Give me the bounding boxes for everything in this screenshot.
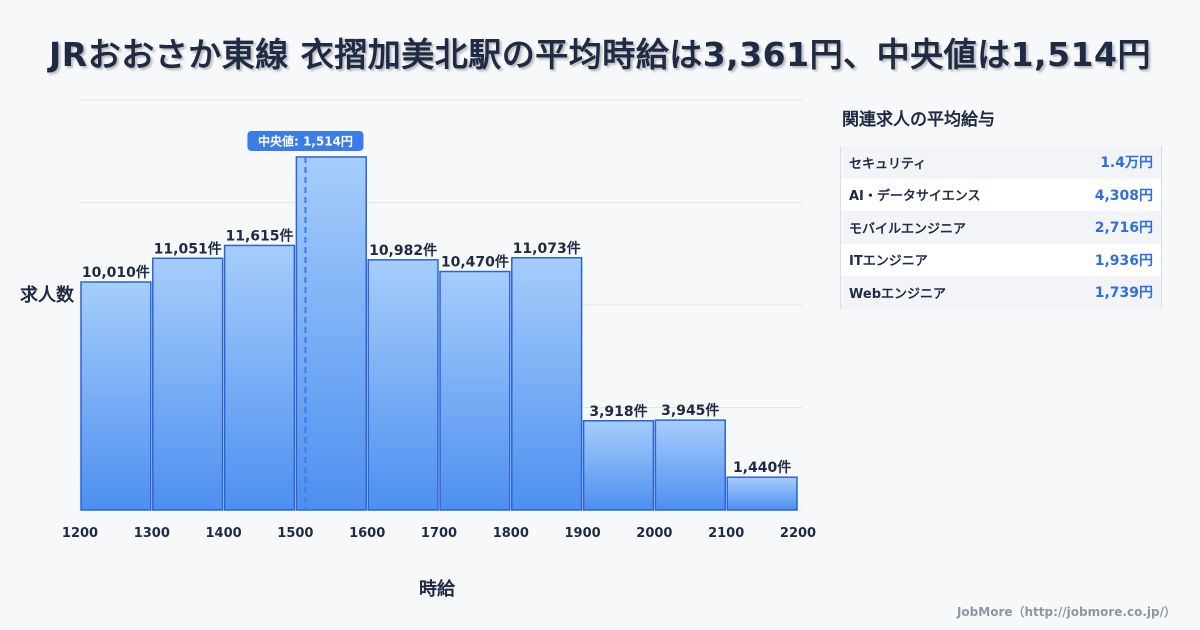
histogram-bar — [582, 420, 655, 511]
median-badge — [247, 130, 364, 151]
histogram-bar — [511, 257, 583, 511]
related-job-name: モバイルエンジニア — [849, 221, 967, 237]
bar-value-label: 10,010件 — [82, 264, 150, 281]
bar-value-label: 11,051件 — [154, 240, 222, 257]
related-job-salary: 1,739円 — [1094, 285, 1153, 302]
related-job-salary: 1,936円 — [1094, 252, 1153, 269]
related-jobs-table: セキュリティ 1.4万円 AI・データサイエンス 4,308円 モバイルエンジニ… — [840, 146, 1162, 309]
x-tick-label: 1900 — [565, 526, 601, 541]
bar-value-label: 3,918件 — [589, 403, 647, 420]
x-tick-label: 1800 — [493, 526, 529, 541]
x-tick-label: 1400 — [206, 526, 242, 541]
related-job-name: ITエンジニア — [849, 254, 928, 270]
footer-credit: JobMore（http://jobmore.co.jp/） — [956, 605, 1176, 619]
x-tick-label: 2200 — [780, 526, 816, 541]
bar-value-label: 11,073件 — [513, 240, 581, 257]
y-axis-label: 求人数 — [20, 285, 74, 306]
related-job-salary: 1.4万円 — [1100, 155, 1153, 172]
histogram-bar — [367, 259, 439, 511]
related-job-row: セキュリティ 1.4万円 — [841, 146, 1161, 179]
related-job-row: Webエンジニア 1,739円 — [841, 276, 1161, 309]
bar-value-label: 10,470件 — [441, 254, 509, 271]
related-job-name: セキュリティ — [849, 156, 927, 172]
histogram-bar — [439, 270, 511, 511]
x-tick-label: 1200 — [62, 526, 98, 541]
related-job-salary: 4,308円 — [1094, 187, 1153, 204]
related-job-salary: 2,716円 — [1094, 220, 1153, 237]
bar-value-label: 11,615件 — [225, 227, 293, 244]
histogram-bar — [295, 156, 367, 511]
bar-value-label: 10,982件 — [369, 242, 437, 259]
histogram-bar — [654, 419, 726, 511]
page-title: JRおおさか東線 衣摺加美北駅の平均時給は3,361円、中央値は1,514円 — [49, 35, 1151, 74]
bar-value-label: 3,945件 — [661, 402, 719, 419]
x-tick-label: 1700 — [421, 526, 457, 541]
related-job-row: AI・データサイエンス 4,308円 — [841, 178, 1161, 211]
histogram-bar — [80, 281, 152, 511]
related-job-name: Webエンジニア — [849, 286, 946, 302]
x-tick-label: 1600 — [349, 526, 385, 541]
x-tick-label: 1300 — [134, 526, 170, 541]
histogram-bar — [223, 244, 296, 511]
x-tick-label: 2100 — [708, 526, 744, 541]
x-axis-label: 時給 — [419, 579, 455, 600]
histogram-bar — [152, 257, 224, 511]
histogram-bar — [726, 476, 798, 511]
related-job-name: AI・データサイエンス — [849, 189, 981, 205]
related-job-row: ITエンジニア 1,936円 — [841, 243, 1161, 276]
bar-value-label: 1,440件 — [733, 459, 791, 476]
x-tick-label: 2000 — [636, 526, 672, 541]
related-jobs-title: 関連求人の平均給与 — [842, 110, 995, 130]
x-tick-label: 1500 — [277, 526, 313, 541]
median-label: 中央値: 1,514円 — [258, 133, 353, 148]
related-job-row: モバイルエンジニア 2,716円 — [841, 211, 1161, 244]
